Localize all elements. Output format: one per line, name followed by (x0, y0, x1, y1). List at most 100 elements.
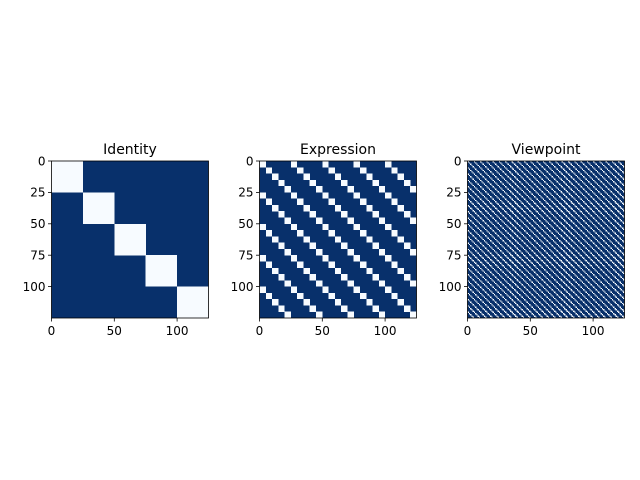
heatmap-cell-run (532, 295, 535, 297)
heatmap-cell-run (571, 258, 574, 261)
heatmap-cell-run (609, 252, 611, 254)
heatmap-cell-run (322, 287, 329, 290)
heatmap-cell-run (574, 230, 576, 232)
heatmap-cell-run (272, 301, 279, 303)
heatmap-cell-run (611, 186, 614, 188)
heatmap-cell-run (581, 237, 584, 239)
heatmap-cell-run (598, 178, 600, 180)
heatmap-cell-run (397, 304, 404, 306)
heatmap-cell-run (551, 182, 553, 184)
heatmap-cell-run (477, 183, 479, 185)
heatmap-cell-run (328, 169, 335, 172)
heatmap-cell-run (495, 213, 497, 216)
heatmap-cell-run (611, 223, 614, 226)
heatmap-cell-run (520, 220, 522, 222)
heatmap-cell-run (480, 242, 482, 244)
heatmap-cell-run (397, 178, 404, 180)
heatmap-cell-run (521, 258, 523, 261)
heatmap-cell-run (513, 307, 516, 310)
heatmap-cell-run (259, 289, 266, 291)
heatmap-cell-run (596, 221, 599, 223)
heatmap-cell-run (569, 206, 571, 208)
heatmap-cell-run (520, 245, 522, 247)
heatmap-cell-run (560, 203, 562, 206)
heatmap-cell-run (475, 218, 477, 221)
heatmap-cell-run (618, 292, 620, 295)
heatmap-cell-run (478, 304, 481, 306)
heatmap-cell-run (468, 306, 471, 309)
heatmap-cell-run (552, 202, 555, 204)
heatmap-cell-run (611, 286, 614, 288)
heatmap-cell-run (114, 233, 146, 236)
heatmap-cell-run (114, 253, 146, 256)
heatmap-cell-run (618, 242, 620, 244)
heatmap-cell-run (581, 193, 584, 195)
heatmap-cell-run (486, 173, 488, 175)
heatmap-cell-run (534, 208, 536, 211)
heatmap-cell-run (265, 198, 273, 200)
heatmap-cell-run (488, 194, 491, 197)
heatmap-cell-run (575, 212, 577, 214)
heatmap-cell-run (560, 304, 562, 306)
heatmap-cell-run (309, 213, 317, 216)
heatmap-cell-run (590, 183, 592, 185)
heatmap-cell-run (471, 221, 473, 223)
heatmap-cell-run (490, 284, 492, 286)
heatmap-cell-run (532, 232, 535, 234)
heatmap-cell-run (303, 304, 310, 306)
heatmap-cell-run (516, 247, 518, 249)
heatmap-cell-run (322, 166, 329, 168)
heatmap-cell-run (605, 161, 607, 163)
heatmap-cell-run (583, 194, 585, 197)
heatmap-cell-run (472, 304, 474, 306)
heatmap-cell-run (486, 217, 488, 219)
heatmap-cell-run (353, 225, 361, 227)
heatmap-cell-run (316, 220, 323, 222)
heatmap-cell-run (492, 286, 494, 288)
heatmap-cell-run (580, 211, 582, 213)
heatmap-cell-run (537, 206, 540, 208)
heatmap-cell-run (609, 215, 611, 217)
heatmap-cell-run (564, 301, 566, 303)
heatmap-cell-run (491, 291, 493, 293)
heatmap-cell-run (290, 164, 298, 167)
heatmap-cell-run (359, 169, 367, 172)
heatmap-cell-run (551, 176, 553, 178)
heatmap-cell-run (539, 276, 541, 278)
heatmap-cell-run (529, 285, 531, 287)
heatmap-cell-run (506, 206, 508, 208)
heatmap-cell-run (359, 294, 367, 296)
heatmap-cell-run (482, 207, 484, 209)
heatmap-cell-run (576, 226, 579, 228)
heatmap-cell-run (606, 312, 609, 315)
heatmap-cell-run (591, 316, 594, 319)
heatmap-cell-run (562, 250, 565, 252)
heatmap-cell-run (372, 183, 379, 185)
heatmap-cell-run (619, 306, 621, 309)
heatmap-cell-run (385, 223, 392, 226)
heatmap-cell-run (476, 314, 478, 316)
heatmap-cell-run (614, 182, 616, 184)
heatmap-cell-run (467, 274, 469, 276)
heatmap-cell-run (580, 311, 582, 314)
heatmap-cell-run (571, 183, 574, 185)
heatmap-cell-run (503, 247, 506, 249)
heatmap-cell-run (372, 211, 379, 213)
heatmap-cell-run (297, 172, 304, 174)
heatmap-cell-run (508, 302, 511, 305)
heatmap-cell-run (531, 281, 533, 283)
heatmap-cell-run (477, 221, 479, 223)
heatmap-cell-run (322, 257, 329, 260)
heatmap-cell-run (391, 295, 398, 297)
heatmap-cell-run (550, 275, 552, 277)
heatmap-cell-run (490, 202, 492, 204)
heatmap-cell-run (478, 310, 481, 312)
heatmap-cell-run (347, 188, 354, 190)
heatmap-cell-run (531, 237, 533, 239)
heatmap-cell-run (589, 282, 591, 285)
heatmap-cell-run (575, 306, 577, 309)
heatmap-cell-run (303, 178, 310, 180)
heatmap-cell-run (581, 199, 584, 202)
heatmap-cell-run (516, 184, 518, 187)
heatmap-cell-run (580, 299, 582, 301)
